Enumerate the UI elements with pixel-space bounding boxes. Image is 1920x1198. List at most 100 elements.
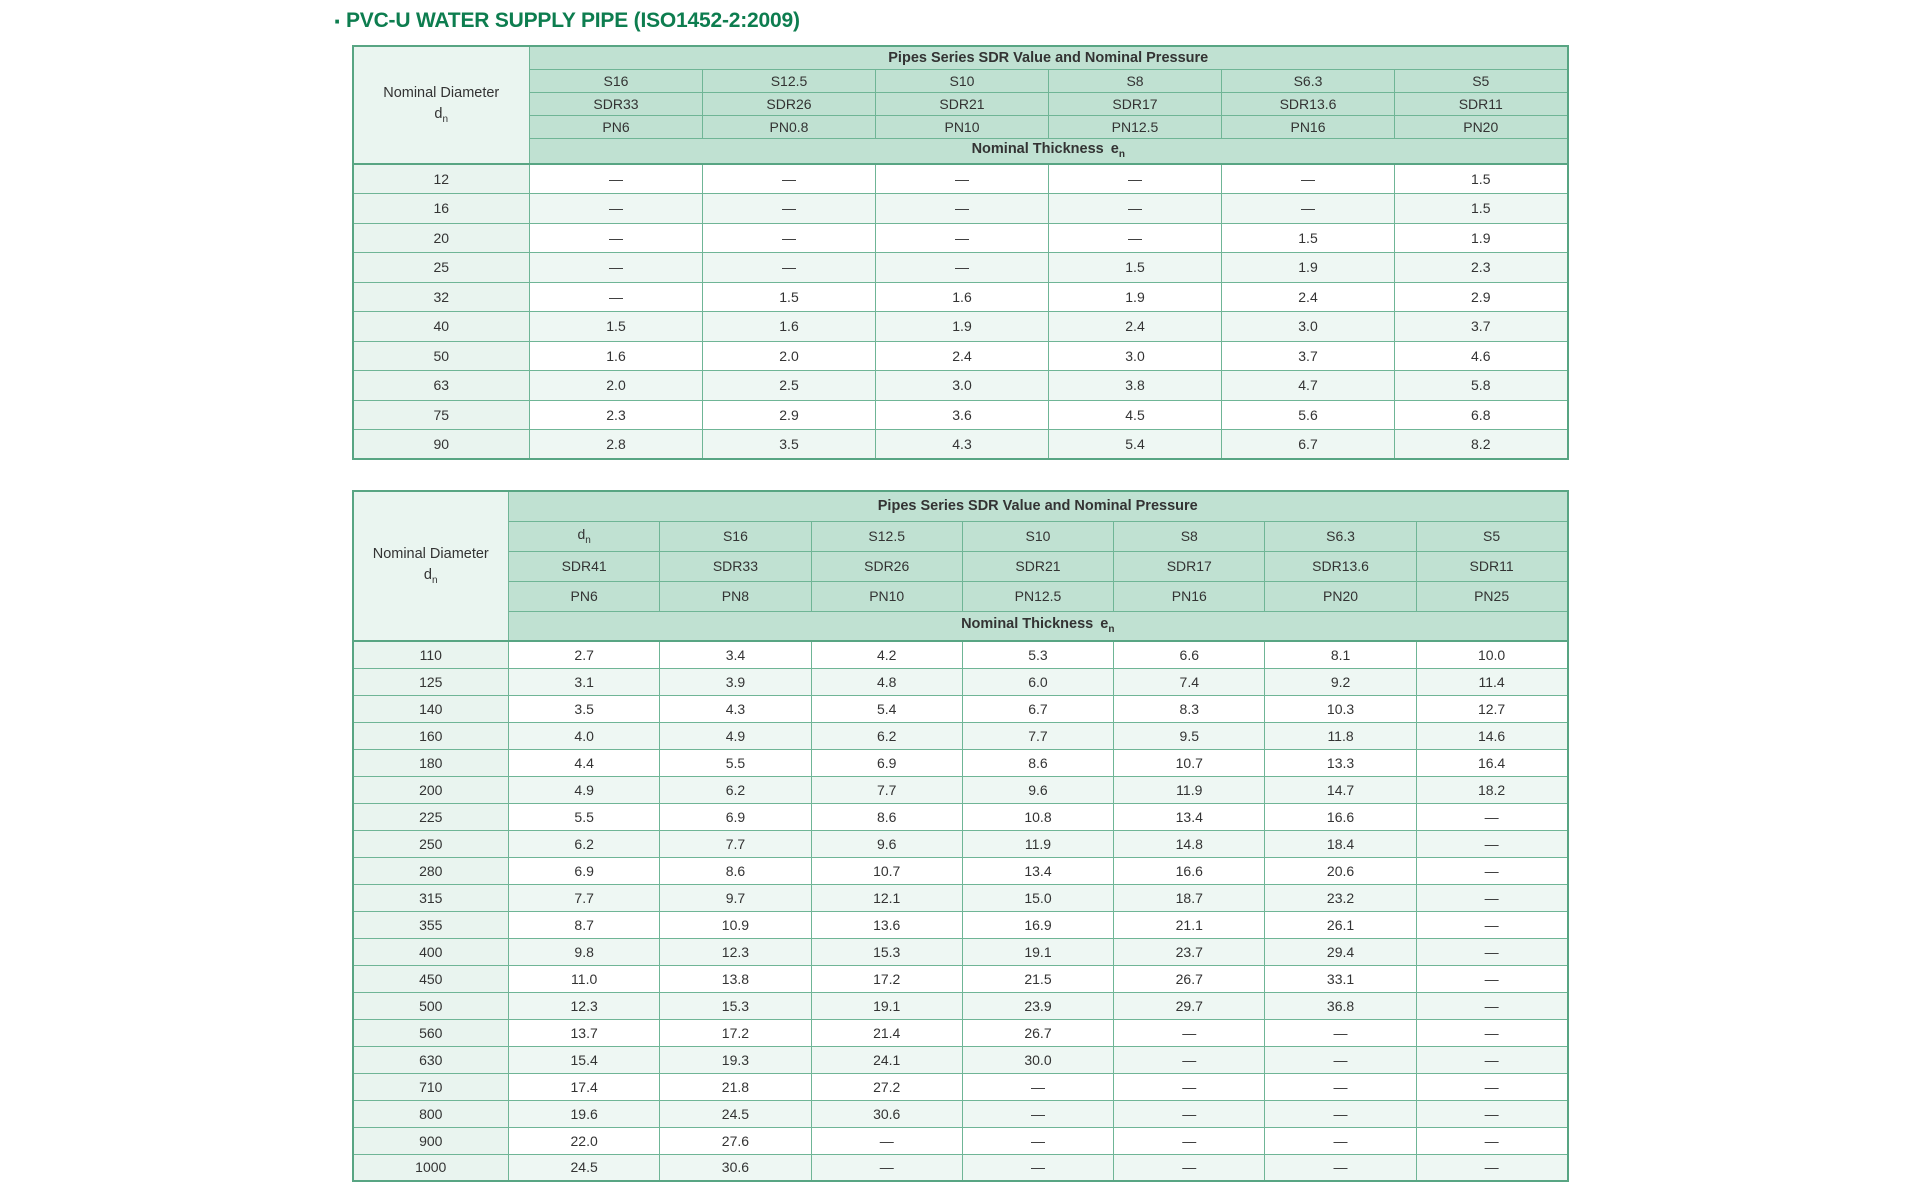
thickness-value-cell: —	[1113, 1126, 1266, 1155]
thickness-value-cell: 2.4	[1221, 281, 1395, 312]
thickness-value-cell: —	[702, 193, 876, 224]
thickness-value-cell: 1.5	[1394, 193, 1568, 224]
thickness-value-cell: 6.7	[961, 694, 1115, 723]
thickness-value-cell: —	[529, 163, 703, 194]
thickness-value-cell: 9.5	[1113, 721, 1266, 750]
diameter-cell: 160	[352, 721, 509, 750]
group-header-row: Nominal Diameter dn Pipes Series SDR Val…	[352, 45, 1568, 165]
thickness-value-cell: —	[529, 281, 703, 312]
thickness-value-cell: 3.0	[875, 370, 1049, 401]
table-row: 180 4.4 5.5 6.9 8.6 10.7 13.3 16.4	[352, 748, 1569, 777]
thickness-value-cell: 13.6	[810, 910, 963, 939]
thickness-value-cell: 24.1	[810, 1045, 963, 1074]
thickness-value-cell: —	[702, 252, 876, 283]
table-header: Nominal Diameter dn Pipes Series SDR Val…	[352, 45, 1568, 165]
thickness-value-cell: 3.0	[1048, 340, 1222, 371]
thickness-value-cell: 24.5	[659, 1099, 812, 1128]
thickness-value-cell: —	[1415, 1018, 1569, 1047]
sdr-header-cell: SDR33	[529, 91, 703, 116]
thickness-value-cell: —	[1113, 1045, 1266, 1074]
table-row: 125 3.1 3.9 4.8 6.0 7.4 9.2 11.4	[352, 667, 1569, 696]
thickness-value-cell: 5.4	[810, 694, 963, 723]
pn-header-cell: PN25	[1415, 580, 1569, 612]
pn-header-cell: PN10	[875, 114, 1049, 139]
thickness-value-cell: 27.6	[659, 1126, 812, 1155]
thickness-value-cell: 1.6	[875, 281, 1049, 312]
thickness-value-cell: 11.0	[507, 964, 661, 993]
diameter-cell: 63	[352, 370, 530, 401]
nominal-diameter-header: Nominal Diameter dn	[352, 490, 509, 642]
thickness-value-cell: —	[1415, 1099, 1569, 1128]
table-header: Nominal Diameter dn Pipes Series SDR Val…	[352, 490, 1569, 642]
thickness-value-cell: 8.6	[659, 856, 812, 885]
thickness-value-cell: 4.5	[1048, 399, 1222, 430]
thickness-value-cell: —	[1415, 910, 1569, 939]
table-row: 900 22.0 27.6— — — — —	[352, 1126, 1569, 1155]
thickness-value-cell: 13.8	[659, 964, 812, 993]
thickness-value-cell: —	[961, 1153, 1115, 1182]
thickness-value-cell: 3.1	[507, 667, 661, 696]
thickness-value-cell: 30.6	[810, 1099, 963, 1128]
thickness-value-cell: —	[1415, 1072, 1569, 1101]
thickness-value-cell: 29.4	[1264, 937, 1417, 966]
group-header: Pipes Series SDR Value and Nominal Press…	[529, 45, 1568, 70]
thickness-value-cell: 11.9	[961, 829, 1115, 858]
table-row: 250 6.2 7.7 9.6 11.9 14.8 18.4—	[352, 829, 1569, 858]
thickness-value-cell: 12.1	[810, 883, 963, 912]
table-row: 630 15.4 19.3 24.1 30.0— — —	[352, 1045, 1569, 1074]
thickness-value-cell: 15.4	[507, 1045, 661, 1074]
thickness-value-cell: 14.8	[1113, 829, 1266, 858]
thickness-value-cell: 30.6	[659, 1153, 812, 1182]
table-row: 225 5.5 6.9 8.6 10.8 13.4 16.6—	[352, 802, 1569, 831]
thickness-value-cell: 2.4	[875, 340, 1049, 371]
thickness-value-cell: 6.9	[507, 856, 661, 885]
thickness-value-cell: 8.6	[810, 802, 963, 831]
diameter-cell: 16	[352, 193, 530, 224]
thickness-value-cell: 3.7	[1221, 340, 1395, 371]
thickness-value-cell: —	[961, 1126, 1115, 1155]
thickness-value-cell: 4.3	[659, 694, 812, 723]
thickness-value-cell: 1.9	[1221, 252, 1395, 283]
thickness-value-cell: —	[875, 163, 1049, 194]
thickness-value-cell: 2.5	[702, 370, 876, 401]
thickness-value-cell: 1.9	[1048, 281, 1222, 312]
sdr-header-cell: SDR17	[1113, 550, 1266, 582]
thickness-value-cell: —	[1048, 193, 1222, 224]
table-row: 710 17.4 21.8 27.2— — — —	[352, 1072, 1569, 1101]
diameter-cell: 125	[352, 667, 509, 696]
thickness-value-cell: 21.8	[659, 1072, 812, 1101]
table-row: 20— — — —1.5 1.9	[352, 222, 1568, 253]
diameter-cell: 250	[352, 829, 509, 858]
thickness-value-cell: —	[1264, 1126, 1417, 1155]
thickness-value-cell: —	[529, 222, 703, 253]
table-row: 75 2.3 2.9 3.6 4.5 5.6 6.8	[352, 399, 1568, 430]
table-row: 40 1.5 1.6 1.9 2.4 3.0 3.7	[352, 311, 1568, 342]
diameter-cell: 40	[352, 311, 530, 342]
table-row: 200 4.9 6.2 7.7 9.6 11.9 14.7 18.2	[352, 775, 1569, 804]
thickness-value-cell: —	[1048, 163, 1222, 194]
thickness-value-cell: 8.3	[1113, 694, 1266, 723]
thickness-value-cell: 21.5	[961, 964, 1115, 993]
thickness-value-cell: 23.9	[961, 991, 1115, 1020]
thickness-value-cell: —	[1415, 883, 1569, 912]
sdr-header-cell: SDR26	[810, 550, 963, 582]
thickness-value-cell: 1.5	[1221, 222, 1395, 253]
thickness-value-cell: 18.4	[1264, 829, 1417, 858]
series-header-cell: dn	[507, 520, 661, 552]
pn-header-cell: PN10	[810, 580, 963, 612]
thickness-value-cell: 1.5	[702, 281, 876, 312]
series-header-cell: S8	[1048, 68, 1222, 93]
series-header-cell: S16	[529, 68, 703, 93]
thickness-value-cell: 8.1	[1264, 640, 1417, 669]
thickness-value-cell: 5.6	[1221, 399, 1395, 430]
thickness-value-cell: —	[1415, 964, 1569, 993]
thickness-value-cell: 4.9	[659, 721, 812, 750]
table-row: 140 3.5 4.3 5.4 6.7 8.3 10.3 12.7	[352, 694, 1569, 723]
thickness-value-cell: —	[1048, 222, 1222, 253]
series-header-cell: S12.5	[702, 68, 876, 93]
thickness-value-cell: 6.2	[507, 829, 661, 858]
thickness-value-cell: 22.0	[507, 1126, 661, 1155]
thickness-value-cell: —	[810, 1153, 963, 1182]
table-row: 25— — —1.5 1.9 2.3	[352, 252, 1568, 283]
sdr-header-cell: SDR21	[875, 91, 1049, 116]
